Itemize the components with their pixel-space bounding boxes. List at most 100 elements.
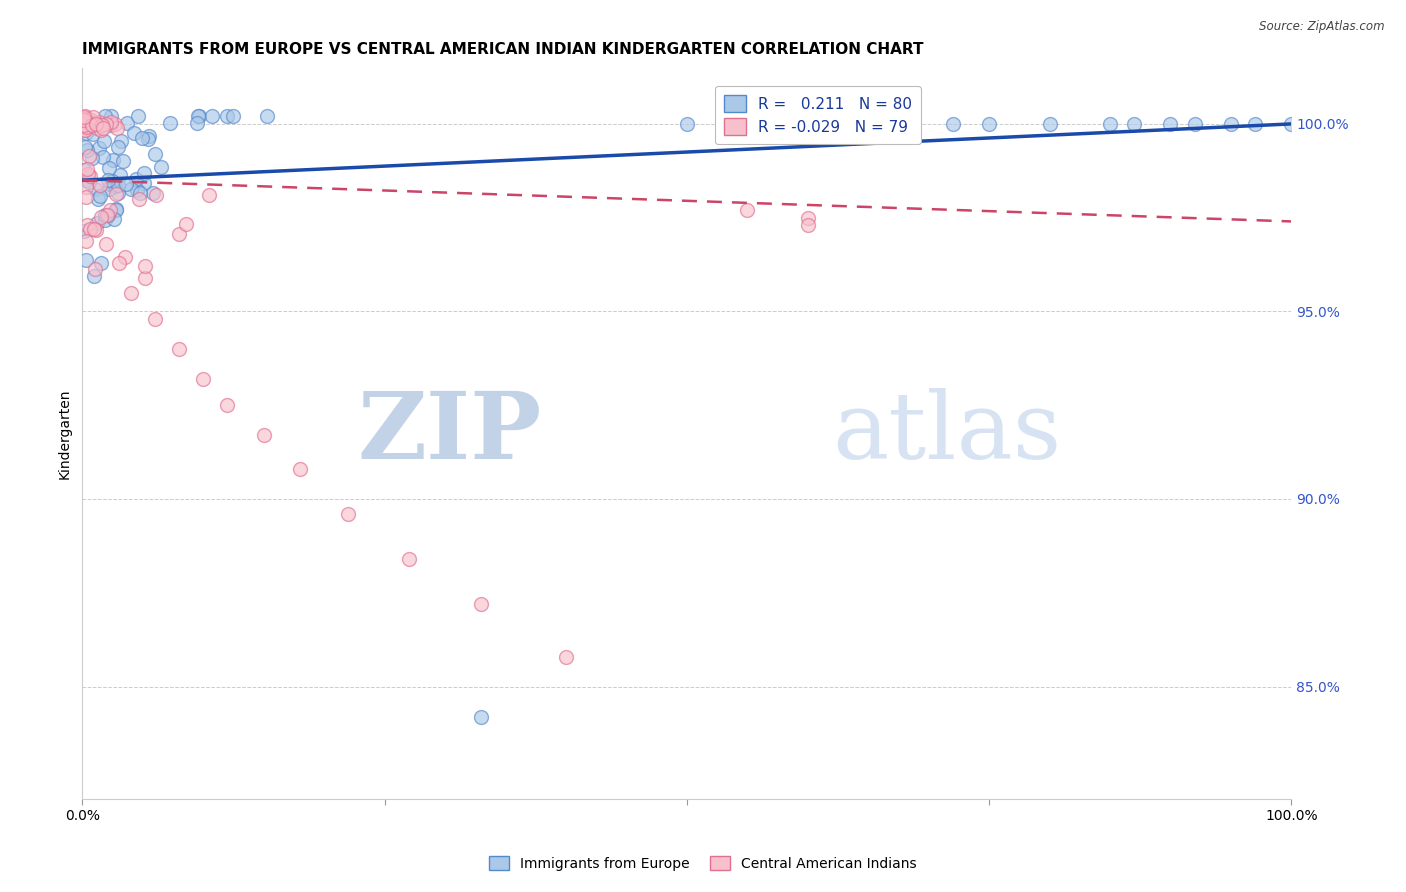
Point [96,236,118,251]
Point [187,110,209,124]
Point [131,130,153,145]
Point [150,160,173,174]
Point [90,123,112,137]
Point [91,118,114,132]
Point [79,169,101,183]
Point [1279,117,1302,131]
Point [222,110,245,124]
Point [100,115,122,129]
Point [167,227,190,242]
Point [93,150,115,164]
Point [554,649,576,664]
Text: ZIP: ZIP [357,388,541,478]
Point [120,182,142,196]
Point [89,189,111,203]
Point [796,218,818,232]
Point [108,168,131,182]
Point [398,552,420,566]
Point [73,122,96,136]
Point [675,117,697,131]
Point [253,428,276,442]
Point [75,180,97,194]
Point [86,216,108,230]
Point [83,269,105,284]
Point [107,140,129,154]
Point [125,172,148,186]
Point [470,597,492,611]
Point [796,117,818,131]
Text: Source: ZipAtlas.com: Source: ZipAtlas.com [1260,20,1385,33]
Point [198,187,221,202]
Point [72,116,94,130]
Point [112,154,135,169]
Point [91,120,114,135]
Point [89,178,111,193]
Point [201,110,224,124]
Point [82,127,104,141]
Point [115,116,138,130]
Point [93,134,115,148]
Point [72,112,94,126]
Point [128,192,150,206]
Point [100,110,122,124]
Point [337,507,360,521]
Point [145,188,167,202]
Point [98,181,121,195]
Point [256,110,278,124]
Point [114,177,136,191]
Point [93,208,115,222]
Point [76,161,98,176]
Point [1038,117,1060,131]
Point [107,255,129,269]
Point [97,208,120,222]
Point [1184,117,1206,131]
Legend: R =   0.211   N = 80, R = -0.029   N = 79: R = 0.211 N = 80, R = -0.029 N = 79 [716,87,921,144]
Point [73,139,96,153]
Point [75,120,97,134]
Point [87,192,110,206]
Point [101,174,124,188]
Point [80,151,103,165]
Point [75,126,97,140]
Point [76,218,98,232]
Point [76,115,98,129]
Point [72,112,94,127]
Point [217,398,239,412]
Point [138,128,160,143]
Point [1219,117,1241,131]
Point [94,110,117,124]
Point [159,116,181,130]
Point [942,117,965,131]
Point [1244,117,1267,131]
Point [83,116,105,130]
Point [77,148,100,162]
Point [796,211,818,225]
Point [136,132,159,146]
Point [122,126,145,140]
Point [84,117,107,131]
Point [288,462,311,476]
Point [187,110,209,124]
Point [470,709,492,723]
Point [143,312,166,326]
Point [75,120,97,134]
Point [107,178,129,193]
Point [134,177,156,191]
Point [80,118,103,132]
Point [75,173,97,187]
Point [856,117,879,131]
Point [101,153,124,168]
Point [75,190,97,204]
Point [77,175,100,189]
Point [75,234,97,248]
Point [104,117,127,131]
Point [142,186,165,200]
Text: atlas: atlas [832,388,1062,478]
Point [89,255,111,269]
Point [94,213,117,227]
Point [103,212,125,227]
Point [80,113,103,128]
Point [107,186,129,201]
Point [174,217,197,231]
Legend: Immigrants from Europe, Central American Indians: Immigrants from Europe, Central American… [484,851,922,876]
